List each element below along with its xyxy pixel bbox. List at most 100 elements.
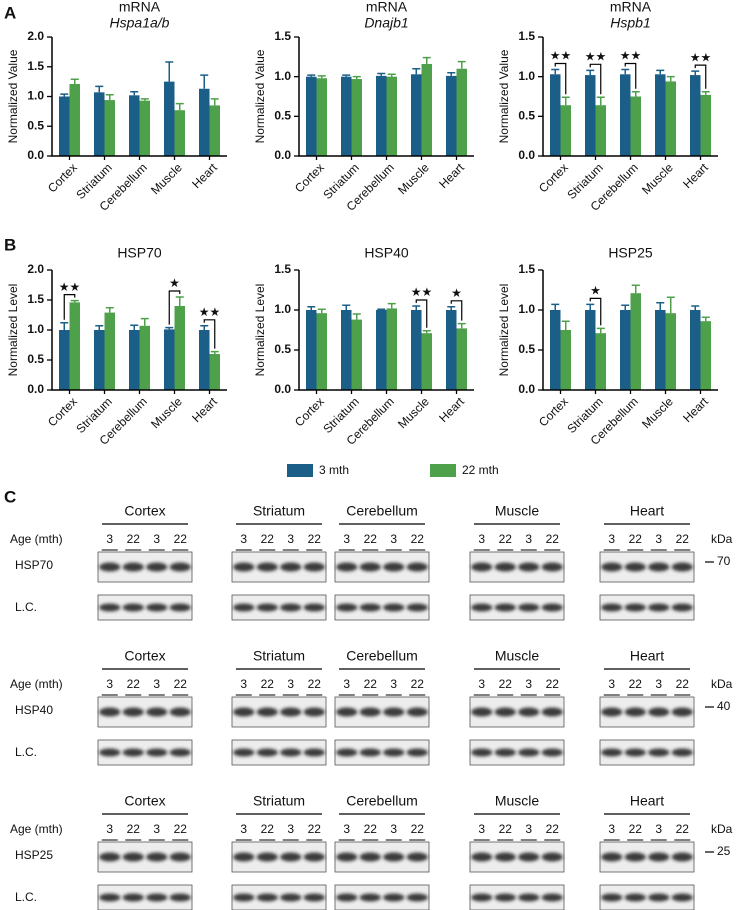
error-bar [210,350,219,354]
bar [376,310,387,390]
blot-band [671,603,693,612]
blot-band [671,707,693,717]
bar [446,75,457,156]
blot-band [146,893,168,902]
significance-bracket [694,64,707,89]
blot-band [336,603,358,612]
error-bar [387,73,396,77]
error-bar [586,303,595,310]
bar [446,310,457,390]
age-value: 3 [343,677,350,691]
tissue-label: Heart [630,503,664,519]
blot-band [541,893,563,902]
bar [421,333,432,390]
y-axis-label: Normalized Level [253,284,267,377]
blot-band [383,852,405,862]
error-bar [387,302,396,309]
error-bar [551,68,560,75]
y-tick-label: 1.0 [518,302,535,316]
age-value: 22 [499,677,513,691]
blot-band [471,893,493,902]
age-value: 22 [629,822,643,836]
age-value: 3 [287,677,294,691]
error-bar [342,74,351,77]
bar [316,78,327,156]
blot-band [648,893,670,902]
age-value: 22 [308,677,322,691]
error-bar [621,68,630,75]
bar [316,313,327,390]
tissue-label: Muscle [495,503,540,519]
blot-band [541,562,563,572]
age-value: 3 [525,677,532,691]
blot-band [99,603,121,612]
age-value: 3 [287,532,294,546]
blot-band [541,852,563,862]
significance-label: ★ [169,276,180,290]
error-bar [70,78,79,85]
blot-band [601,893,623,902]
bar [585,75,596,156]
error-bar [175,102,184,111]
x-tick-label: Muscle [639,160,676,197]
error-bar [631,284,640,294]
error-bar [60,93,69,97]
age-value: 3 [478,677,485,691]
significance-label: ★★ [585,49,607,63]
chart-subtitle: Hspb1 [610,15,650,31]
age-value: 3 [608,532,615,546]
error-bar [95,85,104,93]
legend-label: 3 mth [319,463,349,477]
axes [298,37,474,157]
error-bar [666,296,675,314]
tissue-label: Muscle [495,648,540,664]
bar [630,293,641,390]
blot-band [471,748,493,757]
age-value: 3 [525,822,532,836]
blot-band [303,893,325,902]
age-value: 22 [546,677,560,691]
blot-band [122,748,144,757]
age-value: 22 [261,822,275,836]
blot-band [671,852,693,862]
bar [560,330,571,390]
error-bar [422,330,431,334]
age-value: 22 [127,677,141,691]
bar [620,74,631,156]
error-bar [165,326,174,330]
loading-label: L.C. [15,745,37,759]
tissue-label: Cortex [124,503,165,519]
blot-band [471,852,493,862]
blot-band [256,707,278,717]
blot-band [359,893,381,902]
age-value: 3 [153,822,160,836]
bar [199,88,210,156]
error-bar [70,299,79,303]
blot-band [518,852,540,862]
blot-band [233,562,255,572]
x-tick-label: Heart [189,394,220,425]
error-bar [656,69,665,75]
bar [174,306,185,390]
blot-band [99,893,121,902]
blot-band [256,893,278,902]
age-value: 3 [343,822,350,836]
y-tick-label: 0.5 [518,342,535,356]
blot-band [541,748,563,757]
error-bar [457,60,466,69]
bar [585,310,596,390]
chart-title: HSP70 [117,245,162,261]
bar [595,105,606,156]
blot-band [494,748,516,757]
blot-band [518,707,540,717]
bar [376,75,387,156]
axes [542,37,718,157]
bar [456,68,467,156]
x-tick-label: Muscle [639,394,676,431]
blot-band [383,562,405,572]
error-bar [586,69,595,76]
bar [104,312,115,390]
age-value: 3 [390,822,397,836]
bar [351,79,362,156]
